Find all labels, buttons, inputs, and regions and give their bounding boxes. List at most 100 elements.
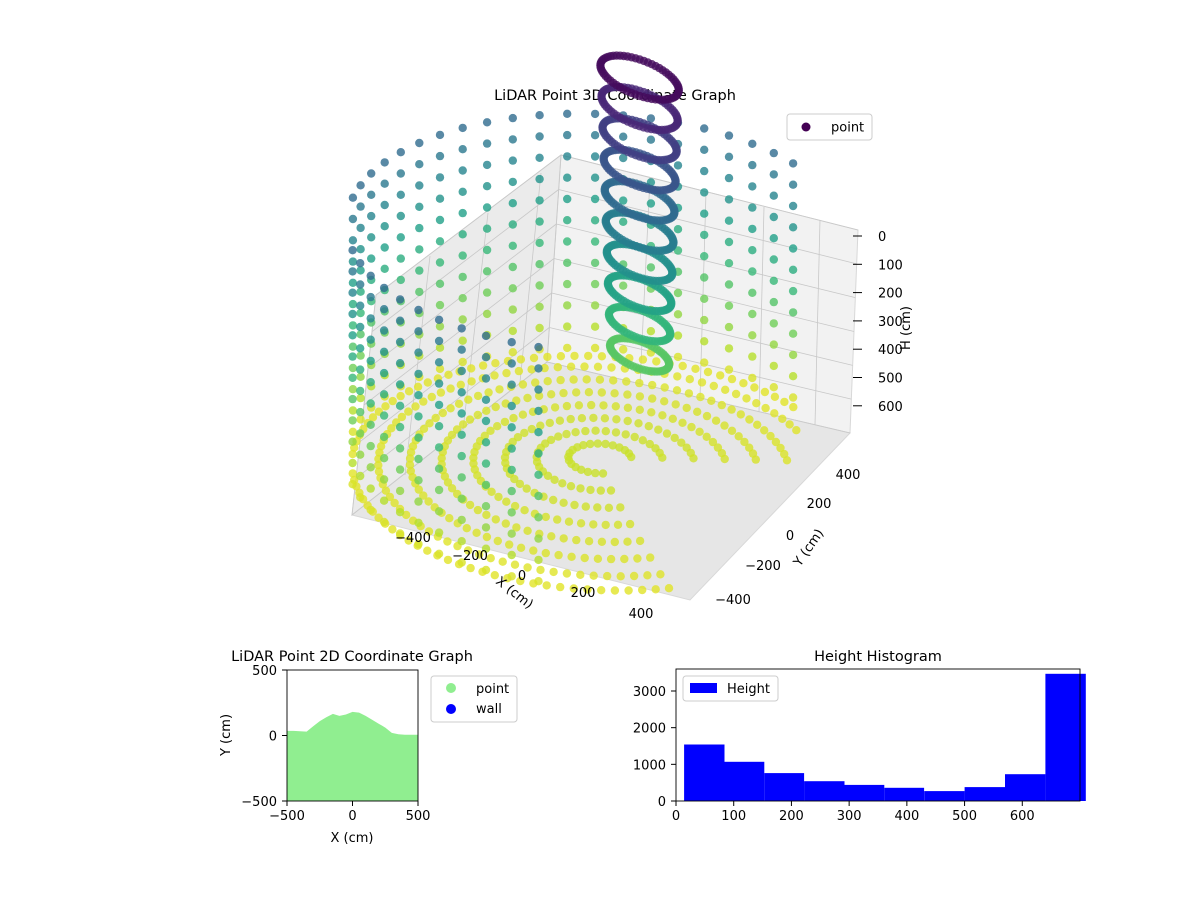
lidar-point [395,380,405,389]
lidar-point [481,480,491,490]
lidar-point [589,520,598,529]
lidar-point [443,478,453,487]
lidar-point [522,484,531,493]
lidar-point [678,361,687,371]
lidar-point [366,378,375,387]
lidar-point [435,279,445,288]
lidar-point [356,351,365,360]
lidar-point [642,184,652,193]
lidar-point [414,348,423,357]
lidar-point [435,258,445,267]
lidar-point [514,366,524,376]
lidar-point [541,512,550,522]
lidar-point [482,532,492,542]
x-tick-label: 200 [571,586,596,601]
lidar-point [623,537,632,546]
grid-3d-line [404,255,431,476]
lidar-point [662,429,672,438]
legend-2d-marker-point [446,683,456,693]
lidar-point [438,408,447,418]
lidar-point [788,393,798,402]
lidar-point [703,367,713,377]
lidar-point [388,396,397,406]
lidar-point [753,420,762,429]
lidar-point [507,338,516,347]
lidar-point [590,237,600,246]
lidar-point [577,414,587,423]
lidar-point [647,408,656,417]
lidar-point [610,586,620,595]
lidar-point [435,300,445,310]
lidar-point [641,335,651,345]
histogram-bar [804,781,845,801]
lidar-point [589,413,598,423]
lidar-point [380,264,389,273]
lidar-point [559,534,568,543]
lidar-point [356,493,365,502]
lidar-point [414,305,423,315]
lidar-point [553,363,562,372]
y-tick-label: 0 [786,529,794,544]
lidar-point [437,454,446,463]
lidar-point [356,450,365,459]
lidar-point [473,410,482,420]
lidar-point [396,275,405,285]
lidar-point [367,169,376,178]
lidar-point [415,181,424,190]
lidar-point [536,565,545,575]
lidar-point [534,364,543,373]
lidar-point [569,375,578,384]
lidar-point [395,444,405,453]
lidar-point [379,475,389,484]
lidar-point [376,442,386,451]
lidar-point [508,284,517,293]
lidar-point [658,411,667,420]
lidar-point [419,397,428,406]
lidar-point [660,383,669,392]
lidar-point [700,209,709,218]
lidar-point [619,217,628,226]
lidar-point [724,216,734,225]
z-tick-label: 0 [878,230,886,245]
lidar-point [641,366,650,375]
lidar-point [484,388,493,397]
lidar-point [736,410,745,419]
lidar-point [619,153,628,163]
lidar-point [464,395,473,404]
lidar-point [356,429,365,438]
lidar-point [769,170,778,179]
grid-3d-line [355,327,550,479]
lidar-point [446,384,455,393]
lidar-point [396,148,405,157]
lidar-point [673,372,682,381]
lidar-point [702,411,712,421]
lidar-point [576,484,585,493]
lidar-point [482,309,492,319]
lidar-point [366,420,375,429]
lidar-point [481,523,491,532]
lidar-point [576,519,586,528]
lidar-point [748,373,757,383]
lidar-point [556,352,566,361]
lidar-point [620,554,629,564]
lidar-point [584,388,594,397]
lidar-point [748,224,757,234]
lidar-point [643,93,652,103]
lidar-point [702,432,711,441]
lidar-point [724,259,734,268]
lidar-point [593,503,602,512]
lidar-point [500,417,510,427]
lidar-point [505,540,514,549]
lidar-point [769,255,778,264]
lidar-point [584,537,594,546]
lidar-point [482,267,492,276]
lidar-point [434,358,444,367]
lidar-point [707,396,716,405]
lidar-point [550,403,560,412]
lidar-point [624,586,633,595]
lidar-point [720,454,729,464]
legend-3d-label: point [831,121,864,136]
lidar-point [523,393,532,403]
lidar-point [785,420,794,429]
lidar-point [481,438,491,447]
